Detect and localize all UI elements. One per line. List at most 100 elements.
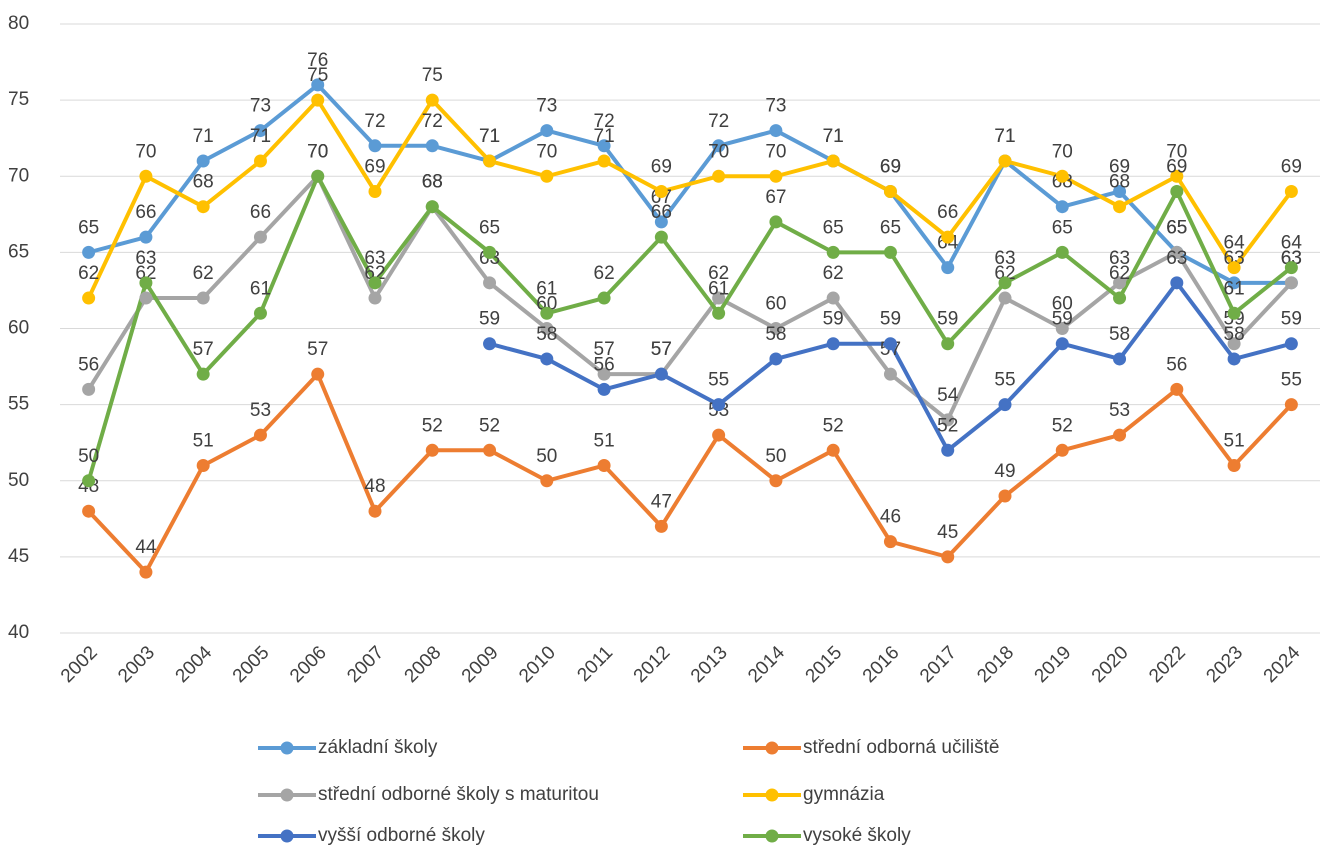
data-label: 57 (193, 339, 214, 360)
legend-marker (765, 788, 779, 802)
data-label: 71 (193, 126, 214, 147)
data-label: 52 (1052, 415, 1073, 436)
data-label: 61 (536, 278, 557, 299)
data-point (425, 139, 439, 153)
x-tick-label: 2003 (114, 642, 159, 687)
data-point (483, 276, 497, 290)
data-label: 71 (994, 126, 1015, 147)
data-point (540, 474, 554, 488)
data-point (139, 169, 153, 183)
data-point (253, 230, 267, 244)
data-label: 65 (479, 217, 500, 238)
data-label: 63 (1281, 248, 1302, 269)
data-label: 51 (193, 431, 214, 452)
data-point (540, 352, 554, 366)
data-point (253, 154, 267, 168)
data-point (1113, 184, 1127, 198)
data-point (1227, 337, 1241, 351)
data-point (1113, 276, 1127, 290)
data-point (597, 139, 611, 153)
data-label: 69 (651, 156, 672, 177)
data-label: 62 (78, 263, 99, 284)
data-label: 71 (479, 126, 500, 147)
data-label: 63 (364, 248, 385, 269)
data-label: 71 (823, 126, 844, 147)
data-point (82, 291, 96, 305)
data-label: 69 (1166, 156, 1187, 177)
data-label: 55 (708, 370, 729, 391)
data-point (1284, 398, 1298, 412)
data-point (1170, 276, 1184, 290)
data-label: 66 (135, 202, 156, 223)
data-label: 56 (1166, 354, 1187, 375)
data-label: 52 (937, 415, 958, 436)
data-label: 51 (594, 431, 615, 452)
data-label: 60 (765, 294, 786, 315)
y-tick-label: 40 (8, 622, 29, 643)
data-label: 59 (823, 309, 844, 330)
data-point (196, 200, 210, 214)
data-point (769, 474, 783, 488)
data-label: 62 (594, 263, 615, 284)
legend-label: střední odborné školy s maturitou (318, 784, 599, 805)
data-point (1055, 169, 1069, 183)
x-tick-label: 2010 (515, 642, 560, 687)
data-label: 52 (479, 415, 500, 436)
data-label: 69 (1109, 156, 1130, 177)
data-label: 44 (135, 537, 157, 558)
data-point (654, 215, 668, 229)
data-label: 59 (479, 309, 500, 330)
data-point (425, 200, 439, 214)
data-label: 71 (994, 126, 1015, 147)
data-label: 46 (880, 507, 901, 528)
data-label: 63 (994, 248, 1015, 269)
data-point (597, 382, 611, 396)
data-point (425, 93, 439, 107)
data-label: 70 (307, 141, 328, 162)
data-label: 56 (78, 354, 99, 375)
legend-label: vyšší odborné školy (318, 825, 485, 846)
data-point (540, 124, 554, 138)
series-line (86, 174, 1293, 422)
data-label: 66 (250, 202, 271, 223)
data-point (1284, 276, 1298, 290)
data-point (712, 139, 726, 153)
data-label: 72 (594, 111, 615, 132)
data-label: 57 (651, 339, 672, 360)
data-point (712, 291, 726, 305)
data-label: 65 (880, 217, 901, 238)
legend-marker (280, 788, 294, 802)
data-label: 62 (708, 263, 729, 284)
data-point (1113, 291, 1127, 305)
legend-marker (765, 829, 779, 843)
x-tick-label: 2004 (172, 642, 217, 687)
x-tick-label: 2007 (343, 642, 388, 687)
data-label: 72 (708, 111, 729, 132)
data-label: 63 (1281, 248, 1302, 269)
data-point (253, 428, 267, 442)
data-label: 63 (1109, 248, 1130, 269)
data-point (483, 337, 497, 351)
data-point (998, 489, 1012, 503)
data-point (998, 398, 1012, 412)
data-point (139, 276, 153, 290)
data-point (597, 459, 611, 473)
data-label: 71 (594, 126, 615, 147)
data-label: 55 (1281, 370, 1302, 391)
data-point (826, 291, 840, 305)
data-point (826, 245, 840, 259)
data-point (483, 443, 497, 457)
data-label: 62 (364, 263, 385, 284)
data-point (196, 154, 210, 168)
data-point (1227, 261, 1241, 275)
x-tick-label: 2019 (1031, 642, 1076, 687)
y-tick-label: 55 (8, 394, 29, 415)
data-point (941, 443, 955, 457)
data-point (139, 291, 153, 305)
data-point (311, 78, 325, 92)
data-point (483, 245, 497, 259)
data-point (196, 291, 210, 305)
data-label: 69 (880, 156, 901, 177)
data-point (712, 428, 726, 442)
data-point (1055, 245, 1069, 259)
